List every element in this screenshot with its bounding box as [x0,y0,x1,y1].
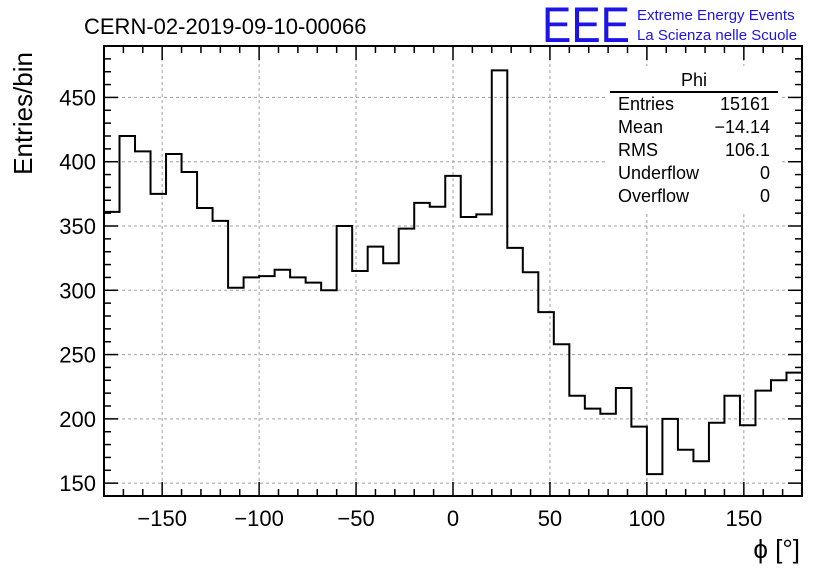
eee-logo-mark: EEE [542,0,630,53]
y-tick-label: 350 [59,214,96,239]
y-tick-label: 200 [59,407,96,432]
stats-box: Phi Entries 15161 Mean −14.14 RMS 106.1 Underf… [606,66,782,214]
x-axis-title: ϕ [°] [753,534,800,564]
stats-row-label: Mean [618,117,663,137]
stats-row-label: Entries [618,94,674,114]
stats-row-value: 15161 [720,94,770,114]
stats-row-label: Overflow [618,186,690,206]
x-tick-labels: −150 −100 −50 0 50 100 150 [137,506,762,531]
chart-title: CERN-02-2019-09-10-00066 [84,14,367,39]
stats-box-background [606,66,782,214]
x-tick-label: −150 [137,506,187,531]
stats-title: Phi [681,70,707,90]
stats-row-value: 0 [760,186,770,206]
y-tick-labels: 150 200 250 300 350 400 450 [59,85,96,496]
y-tick-label: 150 [59,471,96,496]
y-tick-label: 450 [59,85,96,110]
histogram-series [104,69,803,476]
y-tick-label: 250 [59,343,96,368]
y-axis-title: Entries/bin [8,52,38,175]
y-tick-label: 300 [59,278,96,303]
axis-ticks [103,46,803,496]
stats-row-value: 0 [760,163,770,183]
logo-line-1: Extreme Energy Events [637,7,795,24]
x-tick-label: −50 [337,506,374,531]
stats-row-value: 106.1 [725,140,770,160]
logo-line-2: La Scienza nelle Scuole [637,27,797,44]
y-tick-label: 400 [59,150,96,175]
stats-row-label: RMS [618,140,658,160]
x-tick-label: 50 [538,506,562,531]
x-tick-label: −100 [234,506,284,531]
x-tick-label: 0 [447,506,459,531]
stats-row-value: −14.14 [714,117,770,137]
eee-logo: EEE Extreme Energy Events La Scienza nel… [542,0,797,53]
x-tick-label: 150 [725,506,762,531]
stats-row-label: Underflow [618,163,700,183]
x-tick-label: 100 [629,506,666,531]
stats-rows: Entries 15161 Mean −14.14 RMS 106.1 Underflow 0… [618,94,770,206]
